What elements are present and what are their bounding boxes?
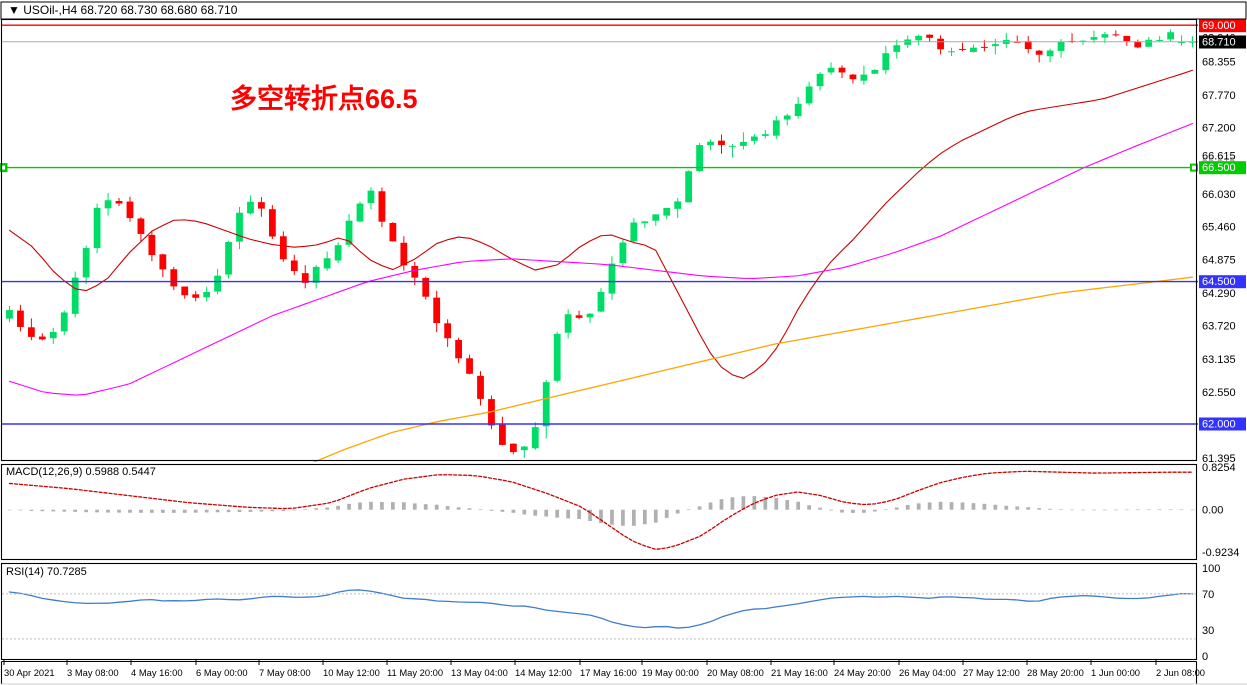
svg-text:2 Jun 08:00: 2 Jun 08:00 xyxy=(1156,667,1205,678)
svg-text:多空转折点66.5: 多空转折点66.5 xyxy=(230,83,418,114)
svg-text:62.000: 62.000 xyxy=(1202,419,1236,431)
svg-text:27 May 12:00: 27 May 12:00 xyxy=(963,667,1020,678)
svg-text:65.460: 65.460 xyxy=(1202,221,1236,233)
svg-text:17 May 16:00: 17 May 16:00 xyxy=(580,667,637,678)
svg-text:14 May 12:00: 14 May 12:00 xyxy=(515,667,572,678)
svg-text:64.290: 64.290 xyxy=(1202,288,1236,300)
svg-text:62.550: 62.550 xyxy=(1202,387,1236,399)
svg-text:63.720: 63.720 xyxy=(1202,321,1236,333)
svg-text:21 May 16:00: 21 May 16:00 xyxy=(771,667,828,678)
svg-text:4 May 16:00: 4 May 16:00 xyxy=(131,667,183,678)
svg-text:19 May 00:00: 19 May 00:00 xyxy=(642,667,699,678)
svg-text:30 Apr 2021: 30 Apr 2021 xyxy=(4,667,55,678)
svg-text:67.200: 67.200 xyxy=(1202,122,1236,134)
svg-text:66.500: 66.500 xyxy=(1202,162,1236,174)
svg-text:-0.9234: -0.9234 xyxy=(1202,547,1239,559)
svg-text:64.875: 64.875 xyxy=(1202,255,1236,267)
svg-text:0.00: 0.00 xyxy=(1202,505,1223,517)
svg-text:70: 70 xyxy=(1202,589,1214,601)
svg-text:6 May 00:00: 6 May 00:00 xyxy=(196,667,248,678)
svg-text:1 Jun 00:00: 1 Jun 00:00 xyxy=(1091,667,1140,678)
svg-text:RSI(14) 70.7285: RSI(14) 70.7285 xyxy=(6,566,87,578)
svg-text:26 May 04:00: 26 May 04:00 xyxy=(899,667,956,678)
svg-text:68.355: 68.355 xyxy=(1202,57,1236,69)
svg-text:64.500: 64.500 xyxy=(1202,276,1236,288)
svg-text:10 May 12:00: 10 May 12:00 xyxy=(323,667,380,678)
svg-text:100: 100 xyxy=(1202,563,1220,575)
svg-text:MACD(12,26,9) 0.5988 0.5447: MACD(12,26,9) 0.5988 0.5447 xyxy=(6,466,156,478)
svg-text:11 May 20:00: 11 May 20:00 xyxy=(387,667,443,678)
svg-text:7 May 08:00: 7 May 08:00 xyxy=(259,667,311,678)
svg-text:0: 0 xyxy=(1202,651,1208,663)
svg-text:▼ USOil-,H4 68.720 68.730 68: ▼ USOil-,H4 68.720 68.730 68.680 68.710 xyxy=(8,3,238,17)
svg-text:69.000: 69.000 xyxy=(1202,20,1236,32)
svg-text:30: 30 xyxy=(1202,625,1214,637)
svg-text:0.8254: 0.8254 xyxy=(1202,462,1236,474)
svg-text:68.710: 68.710 xyxy=(1202,37,1236,49)
svg-text:28 May 20:00: 28 May 20:00 xyxy=(1027,667,1084,678)
svg-text:67.770: 67.770 xyxy=(1202,90,1236,102)
svg-text:24 May 20:00: 24 May 20:00 xyxy=(834,667,891,678)
svg-text:66.615: 66.615 xyxy=(1202,151,1236,163)
svg-text:63.135: 63.135 xyxy=(1202,354,1236,366)
svg-text:3 May 08:00: 3 May 08:00 xyxy=(67,667,119,678)
svg-text:66.030: 66.030 xyxy=(1202,189,1236,201)
svg-text:20 May 08:00: 20 May 08:00 xyxy=(707,667,764,678)
svg-text:13 May 04:00: 13 May 04:00 xyxy=(451,667,508,678)
